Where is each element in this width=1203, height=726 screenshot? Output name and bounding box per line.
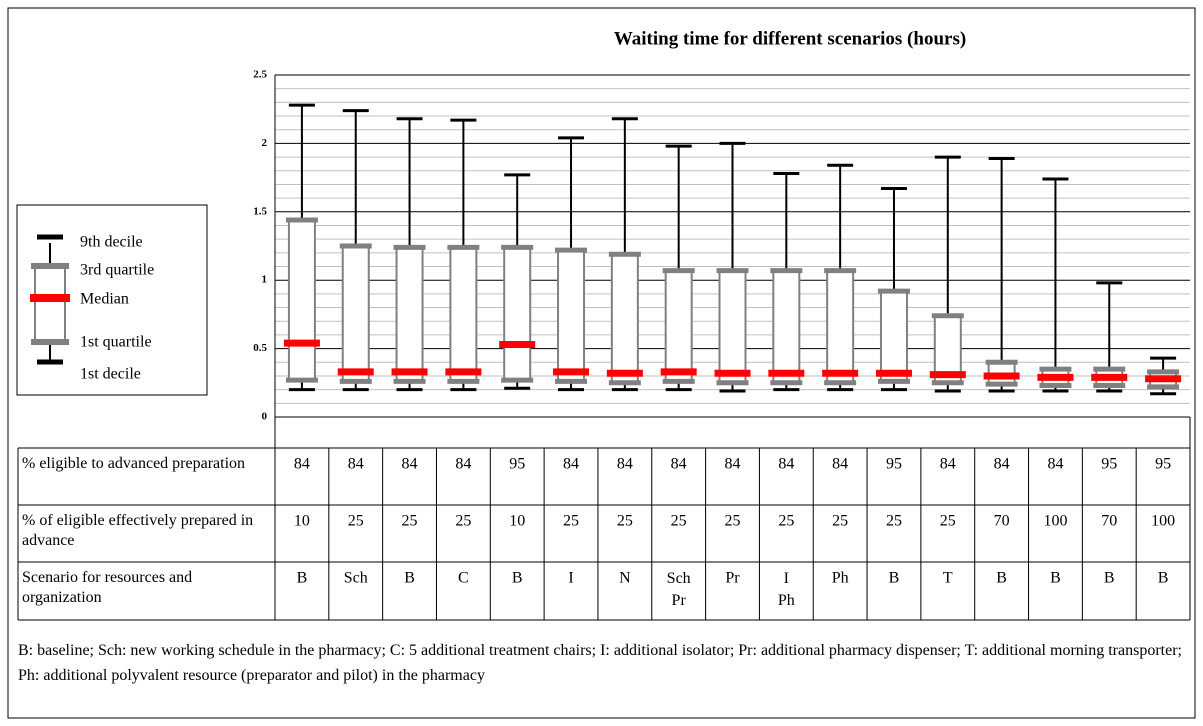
table-cell: 25	[778, 513, 794, 530]
table-cell: 10	[294, 513, 310, 530]
box	[879, 290, 908, 383]
table-cell: Sch	[344, 570, 368, 587]
box	[718, 269, 747, 384]
legend-label: 9th decile	[80, 234, 143, 251]
table-cell: Sch Pr	[667, 570, 691, 609]
table-cell: 25	[402, 513, 418, 530]
y-tick-label: 2.5	[253, 69, 267, 81]
y-tick-label: 0.5	[253, 342, 267, 354]
row-label: % eligible to advanced preparation	[22, 455, 246, 472]
table-cell: B	[1104, 570, 1115, 587]
table-cell: Ph	[832, 570, 849, 587]
table-cell: 95	[1101, 456, 1117, 473]
table-cell: 84	[1047, 456, 1063, 473]
table-cell: 10	[509, 513, 525, 530]
table-cell: B	[297, 570, 308, 587]
table-cell: 25	[617, 513, 633, 530]
table-cell: 25	[832, 513, 848, 530]
table-cell: 25	[563, 513, 579, 530]
table-cell: 70	[994, 513, 1010, 530]
frame	[7, 7, 1196, 719]
table-cell: 95	[1155, 456, 1171, 473]
table-cell: 25	[940, 513, 956, 530]
row-label: % of eligible effectively prepared in ad…	[22, 512, 254, 549]
box	[287, 219, 316, 382]
row-label: Scenario for resources and organization	[22, 569, 193, 606]
table-cell: B	[404, 570, 415, 587]
table-cell: 84	[778, 456, 794, 473]
table-cell: 70	[1101, 513, 1117, 530]
table-cell: 25	[671, 513, 687, 530]
table-cell: I	[568, 570, 573, 587]
box	[610, 253, 639, 384]
legend-label: 1st decile	[80, 366, 141, 383]
table-cell: B	[889, 570, 900, 587]
legend-label: 1st quartile	[80, 334, 152, 351]
box	[341, 245, 370, 383]
table-cell: N	[619, 570, 631, 587]
y-tick-label: 0	[262, 411, 268, 423]
table-cell: I Ph	[778, 570, 795, 609]
table-cell: 84	[832, 456, 848, 473]
footnote: B: baseline; Sch: new working schedule i…	[18, 642, 1182, 684]
table-cell: 84	[294, 456, 310, 473]
table-cell: 95	[509, 456, 525, 473]
y-tick-label: 1.5	[253, 205, 267, 217]
table-cell: 84	[348, 456, 364, 473]
y-tick-label: 1	[262, 274, 268, 286]
table-cell: B	[512, 570, 523, 587]
y-tick-label: 2	[262, 137, 268, 149]
chart-title: Waiting time for different scenarios (ho…	[614, 28, 966, 49]
table-cell: 95	[886, 456, 902, 473]
box	[772, 269, 801, 384]
table-cell: 25	[886, 513, 902, 530]
table-cell: Pr	[725, 570, 740, 587]
table-cell: 25	[455, 513, 471, 530]
table-cell: 25	[725, 513, 741, 530]
box	[395, 246, 424, 383]
table-cell: 100	[1151, 513, 1175, 530]
legend-label: 3rd quartile	[80, 262, 154, 279]
table-cell: 84	[940, 456, 956, 473]
table-cell: B	[1158, 570, 1169, 587]
table-cell: B	[1050, 570, 1061, 587]
table-cell: 84	[455, 456, 471, 473]
table-cell: 84	[617, 456, 633, 473]
table-cell: 84	[725, 456, 741, 473]
table-cell: 84	[563, 456, 579, 473]
table-cell: 25	[348, 513, 364, 530]
box	[503, 246, 532, 382]
box	[664, 269, 693, 383]
table-cell: C	[458, 570, 469, 587]
table-cell: 84	[671, 456, 687, 473]
table-cell: 84	[402, 456, 418, 473]
box	[449, 246, 478, 383]
legend-icon	[30, 234, 70, 365]
legend-label: Median	[80, 291, 129, 308]
box	[826, 269, 855, 384]
table-cell: 100	[1043, 513, 1067, 530]
table-cell: T	[943, 570, 953, 587]
box	[557, 249, 586, 383]
table-cell: B	[996, 570, 1007, 587]
table-cell: 84	[994, 456, 1010, 473]
